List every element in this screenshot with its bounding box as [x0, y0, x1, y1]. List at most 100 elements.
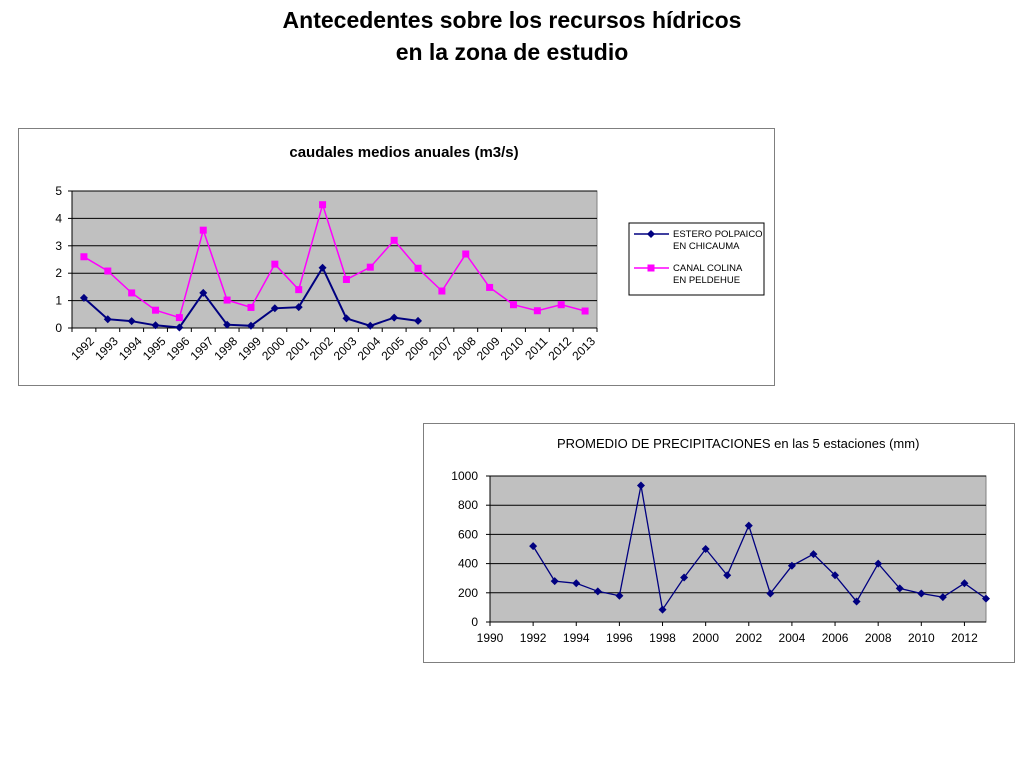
flow-chart-plot-area — [71, 190, 598, 329]
slide-title-line-1: Antecedentes sobre los recursos hídricos — [282, 7, 742, 33]
precipitation-chart-point — [960, 579, 969, 588]
flow-chart-point — [390, 313, 399, 322]
flow-chart-x-tick-label: 2003 — [331, 334, 360, 363]
precipitation-chart-y-tick-label: 1000 — [451, 469, 478, 483]
flow-chart-point — [247, 303, 255, 311]
flow-chart-x-tick-label: 2009 — [474, 334, 503, 363]
flow-chart: caudales medios anuales (m3/s) 0 1 2 3 4 5 199… — [18, 128, 775, 386]
flow-chart-x-tick-label: 2013 — [569, 334, 598, 363]
precipitation-chart-point — [723, 571, 732, 580]
flow-chart-x-tick-label: 2000 — [259, 334, 288, 363]
flow-chart-y-tick-label: 5 — [55, 184, 62, 198]
flow-chart-point — [246, 321, 255, 330]
flow-chart-point — [342, 276, 350, 284]
precipitation-chart-point — [895, 584, 904, 593]
flow-chart-point — [223, 296, 231, 304]
precipitation-chart-point — [874, 559, 883, 568]
flow-chart-point — [318, 263, 327, 272]
precipitation-chart-x-tick-label: 2004 — [779, 631, 806, 645]
flow-chart-point — [414, 264, 422, 272]
flow-chart-y-tick-label: 3 — [55, 239, 62, 253]
flow-chart-point — [509, 301, 517, 309]
flow-chart-legend-label: ESTERO POLPAICO EN CHICAUMA — [673, 229, 763, 252]
precipitation-chart-point — [938, 593, 947, 602]
precipitation-chart-point — [680, 573, 689, 582]
flow-chart-y-tick-label: 4 — [55, 211, 62, 225]
flow-chart-point — [151, 321, 160, 330]
precipitation-chart-x-tick-label: 1992 — [520, 631, 547, 645]
precipitation-chart-point — [550, 577, 559, 586]
flow-chart-x-tick-label: 2010 — [498, 334, 527, 363]
precipitation-chart: PROMEDIO DE PRECIPITACIONES en las 5 est… — [423, 423, 1015, 663]
precipitation-chart-x-tick-label: 2008 — [865, 631, 892, 645]
flow-chart-x-tick-label: 1997 — [188, 334, 217, 363]
precipitation-chart-x-tick-label: 2010 — [908, 631, 935, 645]
precipitation-chart-y-tick-label: 0 — [471, 615, 478, 629]
precipitation-chart-point — [831, 571, 840, 580]
precipitation-chart-y-tick-label: 800 — [458, 498, 478, 512]
flow-chart-point — [80, 253, 88, 261]
flow-chart-x-tick-label: 1994 — [116, 334, 145, 363]
flow-chart-point — [199, 226, 207, 234]
flow-chart-point — [557, 301, 565, 309]
flow-chart-y-tick-label: 1 — [55, 294, 62, 308]
flow-chart-x-tick-label: 2006 — [402, 334, 431, 363]
precipitation-chart-point — [636, 481, 645, 490]
flow-chart-point — [152, 306, 160, 314]
flow-chart-x-tick-label: 1992 — [68, 334, 97, 363]
flow-chart-legend-label: CANAL COLINA EN PELDEHUE — [673, 263, 743, 286]
flow-chart-x-tick-label: 2012 — [545, 334, 574, 363]
precipitation-chart-y-tick-label: 600 — [458, 527, 478, 541]
flow-chart-point — [533, 307, 541, 315]
flow-chart-point — [270, 304, 279, 313]
flow-chart-x-tick-label: 2005 — [378, 334, 407, 363]
precipitation-chart-point — [529, 542, 538, 551]
precipitation-chart-point — [917, 589, 926, 598]
precipitation-chart-y-tick-label: 400 — [458, 557, 478, 571]
precipitation-chart-x-tick-label: 2012 — [951, 631, 978, 645]
flow-chart-point — [366, 321, 375, 330]
flow-chart-point — [175, 314, 183, 322]
precipitation-chart-point — [701, 545, 710, 553]
flow-chart-x-tick-label: 2004 — [355, 334, 384, 363]
precipitation-chart-y-tick-label: 200 — [458, 586, 478, 600]
flow-chart-svg: caudales medios anuales (m3/s) 0 1 2 3 4 5 199… — [55, 144, 765, 363]
flow-chart-x-tick-label: 1995 — [140, 334, 169, 363]
precipitation-chart-point — [787, 561, 796, 570]
flow-chart-x-tick-label: 2002 — [307, 334, 336, 363]
slide-title-line-2: en la zona de estudio — [395, 39, 629, 65]
flow-chart-point — [79, 293, 88, 302]
slide-title: Antecedentes sobre los recursos hídricos… — [0, 4, 1024, 68]
flow-chart-point — [104, 267, 112, 275]
precipitation-chart-x-tick-label: 2002 — [735, 631, 762, 645]
precipitation-chart-title: PROMEDIO DE PRECIPITACIONES en las 5 est… — [557, 436, 919, 451]
precipitation-chart-point — [744, 521, 753, 530]
precipitation-chart-point — [658, 605, 667, 614]
precipitation-chart-point — [982, 594, 990, 603]
flow-chart-title: caudales medios anuales (m3/s) — [289, 144, 518, 161]
flow-chart-point — [127, 317, 136, 326]
flow-chart-point — [175, 323, 184, 332]
flow-chart-point — [103, 315, 112, 324]
flow-chart-x-tick-label: 2001 — [283, 334, 312, 363]
precipitation-chart-x-tick-label: 2006 — [822, 631, 849, 645]
flow-chart-legend-marker — [647, 230, 655, 238]
flow-chart-series-line — [83, 202, 586, 319]
precipitation-chart-point — [572, 579, 581, 588]
flow-chart-legend-marker — [647, 264, 655, 272]
precipitation-chart-x-tick-label: 1996 — [606, 631, 633, 645]
flow-chart-point — [581, 307, 589, 315]
flow-chart-point — [319, 201, 327, 209]
precipitation-chart-x-tick-label: 1998 — [649, 631, 676, 645]
flow-chart-y-tick-label: 2 — [55, 266, 62, 280]
flow-chart-x-tick-label: 2011 — [522, 334, 550, 362]
flow-chart-x-tick-label: 1999 — [235, 334, 264, 363]
precipitation-chart-x-tick-label: 1994 — [563, 631, 590, 645]
precipitation-chart-point — [852, 597, 861, 606]
flow-chart-point — [414, 316, 423, 325]
flow-chart-x-tick-label: 2008 — [450, 334, 479, 363]
precipitation-chart-point — [615, 591, 624, 600]
flow-chart-point — [366, 263, 374, 271]
precipitation-chart-svg: PROMEDIO DE PRECIPITACIONES en las 5 est… — [451, 436, 990, 645]
flow-chart-y-tick-label: 0 — [55, 321, 62, 335]
